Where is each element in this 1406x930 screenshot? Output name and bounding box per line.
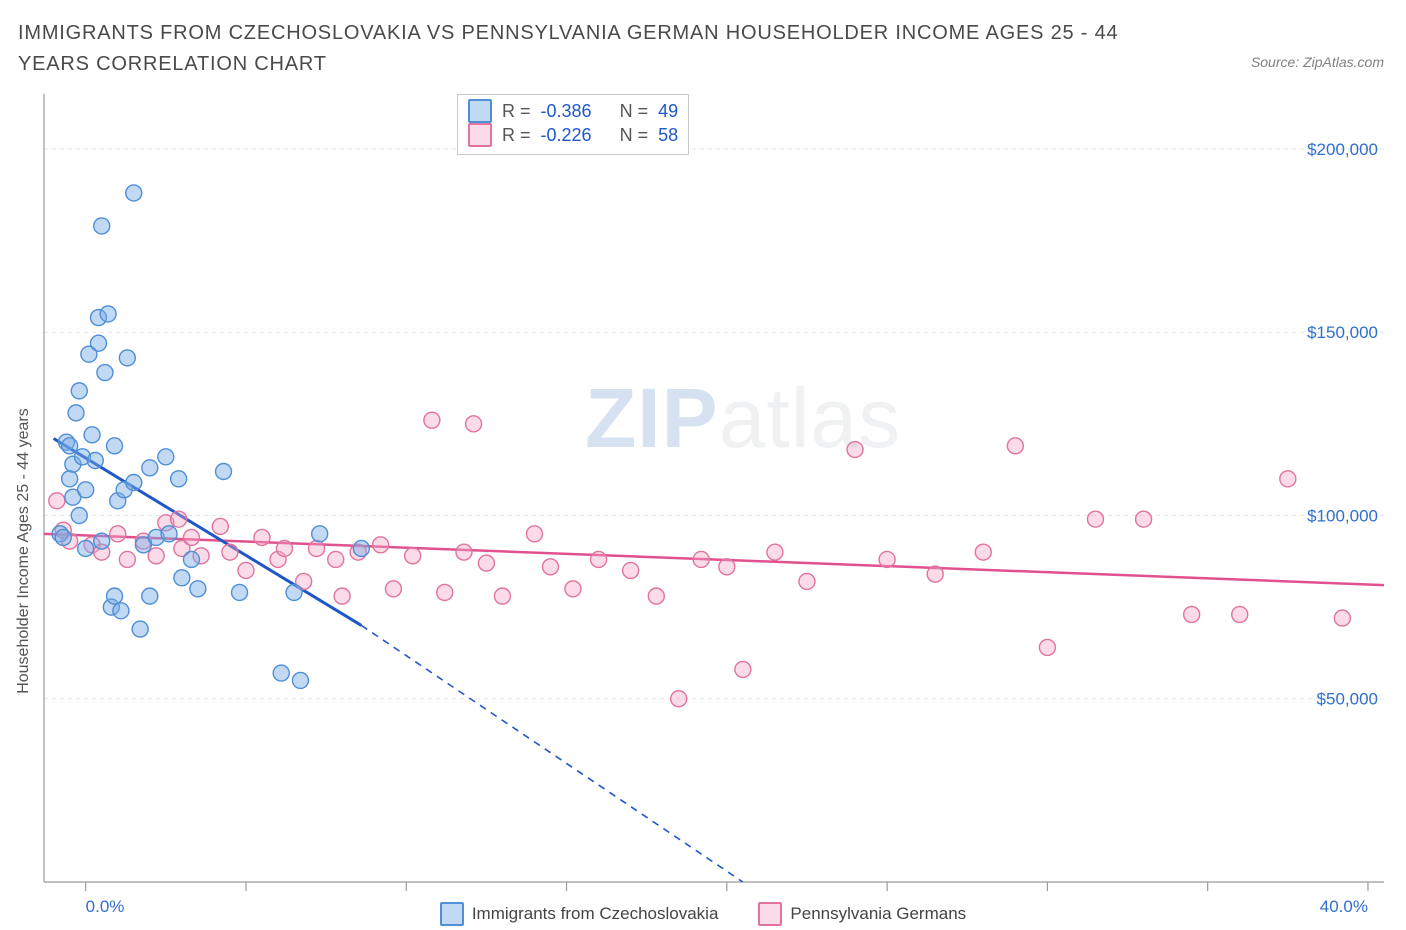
n-label: N = (620, 123, 649, 147)
legend-swatch-1 (440, 902, 464, 926)
n-value-1: 49 (658, 99, 678, 123)
stats-row-series1: R = -0.386 N = 49 (468, 99, 678, 123)
n-label: N = (620, 99, 649, 123)
r-value-1: -0.386 (541, 99, 592, 123)
svg-text:Householder Income Ages 25 - 4: Householder Income Ages 25 - 44 years (15, 408, 32, 694)
legend-label-2: Pennsylvania Germans (790, 904, 966, 924)
legend-bottom: Immigrants from Czechoslovakia Pennsylva… (0, 902, 1406, 926)
legend-item-series1: Immigrants from Czechoslovakia (440, 902, 719, 926)
swatch-series2 (468, 123, 492, 147)
scatter-chart: 0.0%40.0%$50,000$100,000$150,000$200,000… (0, 0, 1406, 930)
r-label: R = (502, 99, 531, 123)
svg-text:$100,000: $100,000 (1307, 506, 1378, 525)
legend-label-1: Immigrants from Czechoslovakia (472, 904, 719, 924)
stats-legend: R = -0.386 N = 49 R = -0.226 N = 58 (457, 94, 689, 155)
stats-row-series2: R = -0.226 N = 58 (468, 123, 678, 147)
swatch-series1 (468, 99, 492, 123)
n-value-2: 58 (658, 123, 678, 147)
r-value-2: -0.226 (541, 123, 592, 147)
svg-text:$50,000: $50,000 (1317, 690, 1378, 709)
svg-text:$200,000: $200,000 (1307, 140, 1378, 159)
legend-item-series2: Pennsylvania Germans (758, 902, 966, 926)
r-label: R = (502, 123, 531, 147)
legend-swatch-2 (758, 902, 782, 926)
svg-text:$150,000: $150,000 (1307, 323, 1378, 342)
